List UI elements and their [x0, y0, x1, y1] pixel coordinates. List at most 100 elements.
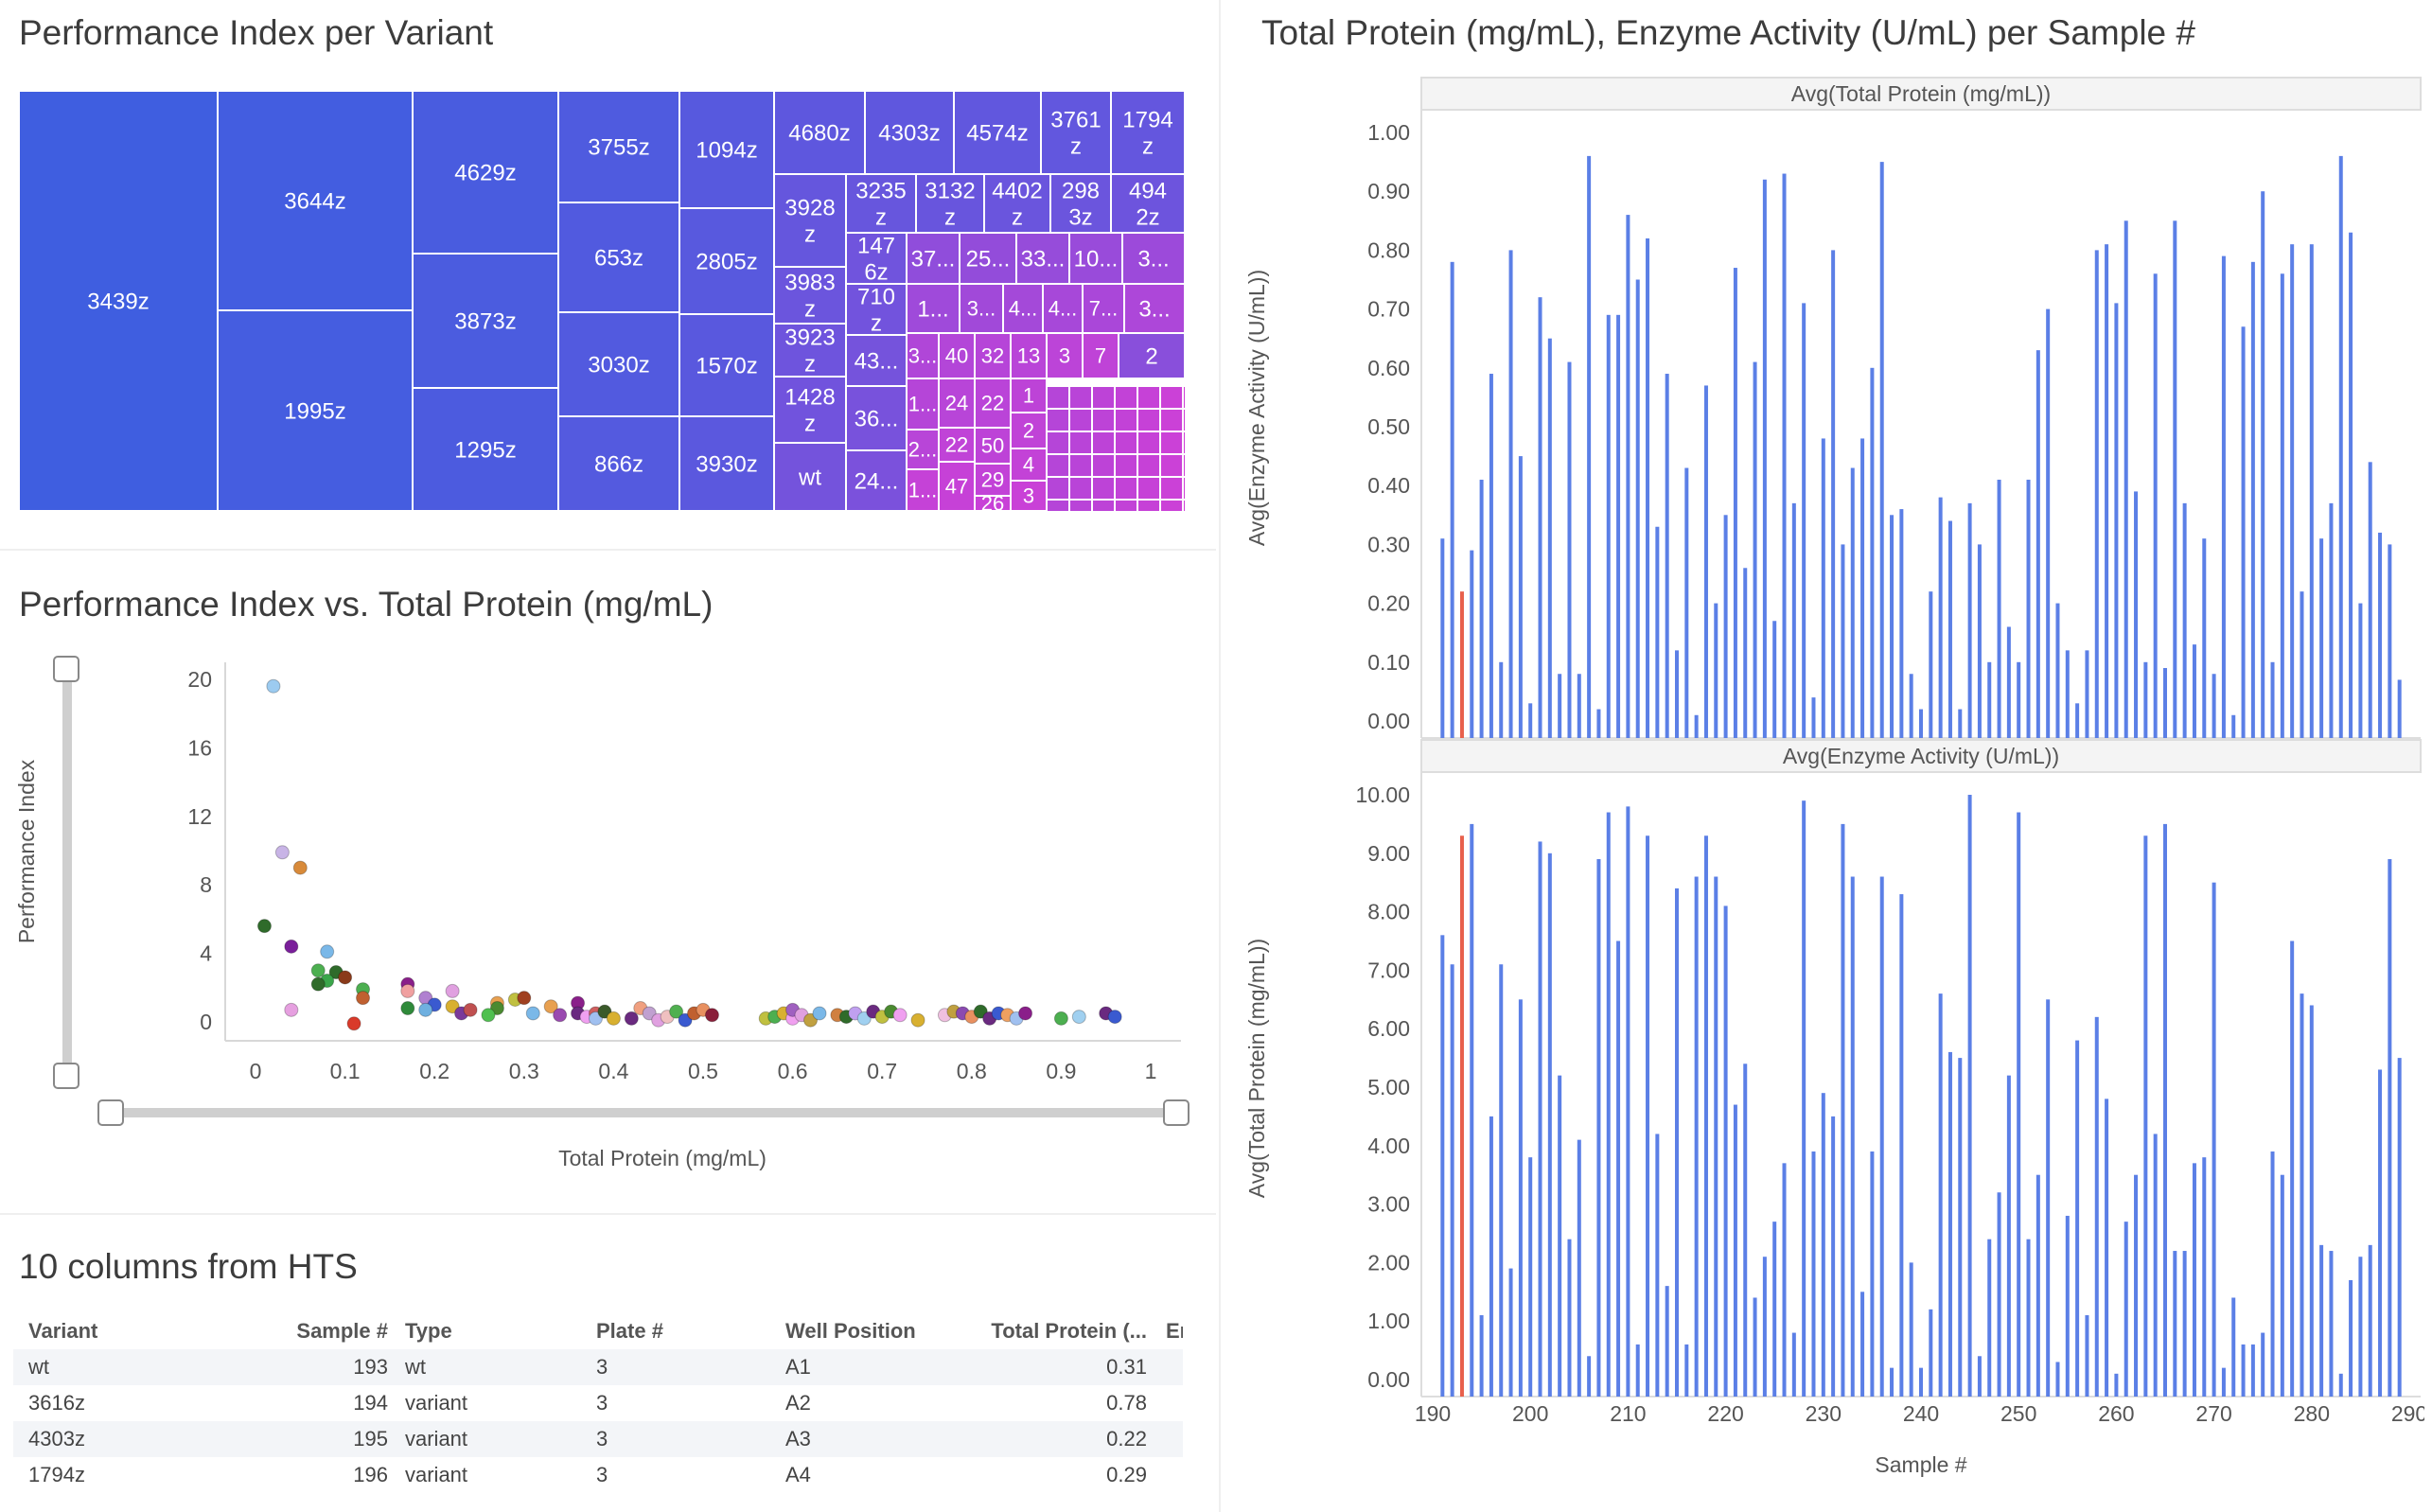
bar[interactable]	[1929, 1309, 1933, 1397]
bar[interactable]	[2163, 823, 2167, 1397]
treemap-tile[interactable]: 4574z	[953, 91, 1042, 175]
treemap-small-tile[interactable]	[1114, 476, 1138, 501]
treemap-tile[interactable]: 3439z	[19, 91, 219, 511]
treemap-small-tile[interactable]	[1091, 499, 1116, 511]
data-table[interactable]: Variant Sample # Type Plate # Well Posit…	[13, 1313, 1183, 1486]
x-range-slider-handle-left[interactable]	[97, 1099, 124, 1126]
scatter-point[interactable]	[445, 983, 460, 998]
treemap-small-tile[interactable]	[1068, 453, 1093, 478]
bar[interactable]	[2143, 835, 2148, 1397]
treemap-tile[interactable]: 4...	[1002, 283, 1044, 334]
bar[interactable]	[1947, 1051, 1952, 1397]
treemap-tile[interactable]: 7...	[1082, 283, 1125, 334]
treemap-tile[interactable]: 24	[938, 378, 976, 429]
bar[interactable]	[1489, 374, 1493, 738]
scatter-point[interactable]	[525, 1006, 540, 1021]
bar[interactable]	[2241, 1344, 2246, 1397]
bar[interactable]	[1762, 179, 1767, 738]
bar[interactable]	[2182, 502, 2187, 738]
bar[interactable]	[2026, 479, 2031, 738]
treemap-tile[interactable]: 3030z	[557, 311, 680, 417]
treemap-small-tile[interactable]	[1182, 385, 1185, 410]
treemap-tile[interactable]: 4680z	[773, 91, 866, 175]
bar[interactable]	[1791, 502, 1796, 738]
bar[interactable]	[1987, 1239, 1992, 1397]
treemap-tile[interactable]: 4629z	[412, 91, 559, 255]
bar[interactable]	[2212, 882, 2216, 1397]
bar[interactable]	[1723, 905, 1728, 1397]
bar[interactable]	[2105, 1099, 2109, 1397]
treemap-small-tile[interactable]	[1046, 476, 1070, 501]
y-range-slider-track[interactable]	[62, 664, 72, 1071]
bar[interactable]	[1958, 1058, 1963, 1397]
bar[interactable]	[2250, 1344, 2255, 1397]
bar[interactable]	[2338, 1373, 2343, 1397]
bar[interactable]	[2143, 661, 2148, 738]
bar[interactable]	[1626, 806, 1630, 1397]
bar[interactable]	[2241, 326, 2246, 738]
y-range-slider-handle-bottom[interactable]	[53, 1063, 79, 1089]
treemap-tile[interactable]: 3755z	[557, 91, 680, 203]
scatter-point[interactable]	[274, 845, 290, 860]
scatter-point[interactable]	[400, 1001, 415, 1016]
bar[interactable]	[2085, 650, 2089, 738]
bar[interactable]	[2368, 1244, 2372, 1397]
bar[interactable]	[1938, 993, 1943, 1397]
treemap[interactable]: 3439z 3644z 1995z 4629z 3873z 1295z 3755z 653z 3…	[19, 91, 1185, 511]
bar[interactable]	[1703, 835, 1708, 1397]
bar[interactable]	[2212, 674, 2216, 738]
bar[interactable]	[1538, 297, 1542, 738]
bar[interactable]	[2329, 502, 2334, 738]
scatter-point[interactable]	[284, 1002, 299, 1017]
column-header-enzyme-activity[interactable]: Er	[1166, 1319, 1183, 1343]
treemap-tile[interactable]: 653z	[557, 202, 680, 313]
treemap-small-tile[interactable]	[1046, 453, 1070, 478]
treemap-small-tile[interactable]	[1091, 431, 1116, 455]
bar[interactable]	[2105, 244, 2109, 738]
bar[interactable]	[1909, 1262, 1913, 1397]
bar[interactable]	[1528, 1157, 1533, 1397]
bar[interactable]	[2290, 244, 2295, 738]
bar[interactable]	[2280, 1174, 2284, 1397]
treemap-tile[interactable]: 1995z	[217, 309, 414, 511]
bar[interactable]	[1772, 1222, 1777, 1397]
bar[interactable]	[1626, 215, 1630, 738]
treemap-tile[interactable]: 22	[938, 427, 976, 463]
scatter-point[interactable]	[597, 1004, 612, 1019]
bar[interactable]	[2094, 250, 2099, 738]
bar[interactable]	[1890, 1367, 1894, 1397]
treemap-tile[interactable]: 3644z	[217, 91, 414, 311]
bar[interactable]	[1791, 1332, 1796, 1397]
bar[interactable]	[2163, 668, 2167, 738]
scatter-point[interactable]	[642, 1006, 657, 1021]
scatter-point[interactable]	[418, 1002, 433, 1017]
bar[interactable]	[2250, 261, 2255, 738]
treemap-tile[interactable]: 4303z	[864, 91, 955, 175]
bar[interactable]	[1947, 520, 1952, 738]
treemap-small-tile[interactable]	[1046, 408, 1070, 432]
bar[interactable]	[2075, 1040, 2080, 1397]
bar[interactable]	[1967, 502, 1972, 738]
bar[interactable]	[1508, 1268, 1513, 1397]
bar[interactable]	[1929, 591, 1933, 738]
bar[interactable]	[2221, 1367, 2226, 1397]
bar[interactable]	[2300, 993, 2304, 1397]
treemap-small-tile[interactable]	[1091, 453, 1116, 478]
bar[interactable]	[1499, 661, 1504, 738]
treemap-tile[interactable]: 1295z	[412, 387, 559, 511]
bar[interactable]	[1743, 1064, 1748, 1397]
bar[interactable]	[1616, 941, 1621, 1398]
table-row[interactable]: wt 193 wt 3 A1 0.31	[13, 1349, 1183, 1385]
treemap-small-tile[interactable]	[1137, 499, 1161, 511]
bar-chart[interactable]: Avg(Total Protein (mg/mL)) 0.00 0.10 0.20 0.…	[1230, 66, 2424, 1504]
bar[interactable]	[2349, 232, 2353, 739]
bar[interactable]	[1772, 621, 1777, 738]
treemap-small-tile[interactable]	[1137, 476, 1161, 501]
scatter-point[interactable]	[320, 944, 335, 959]
scatter-point[interactable]	[346, 1016, 361, 1031]
scatter-plot[interactable]: 0 4 8 12 16 20 0 0.1 0.2 0.3 0.4 0.5 0.6 0.7 0.8 0.9 1 Pe…	[0, 643, 1202, 1183]
scatter-point[interactable]	[892, 1008, 908, 1023]
scatter-point[interactable]	[463, 1002, 478, 1017]
